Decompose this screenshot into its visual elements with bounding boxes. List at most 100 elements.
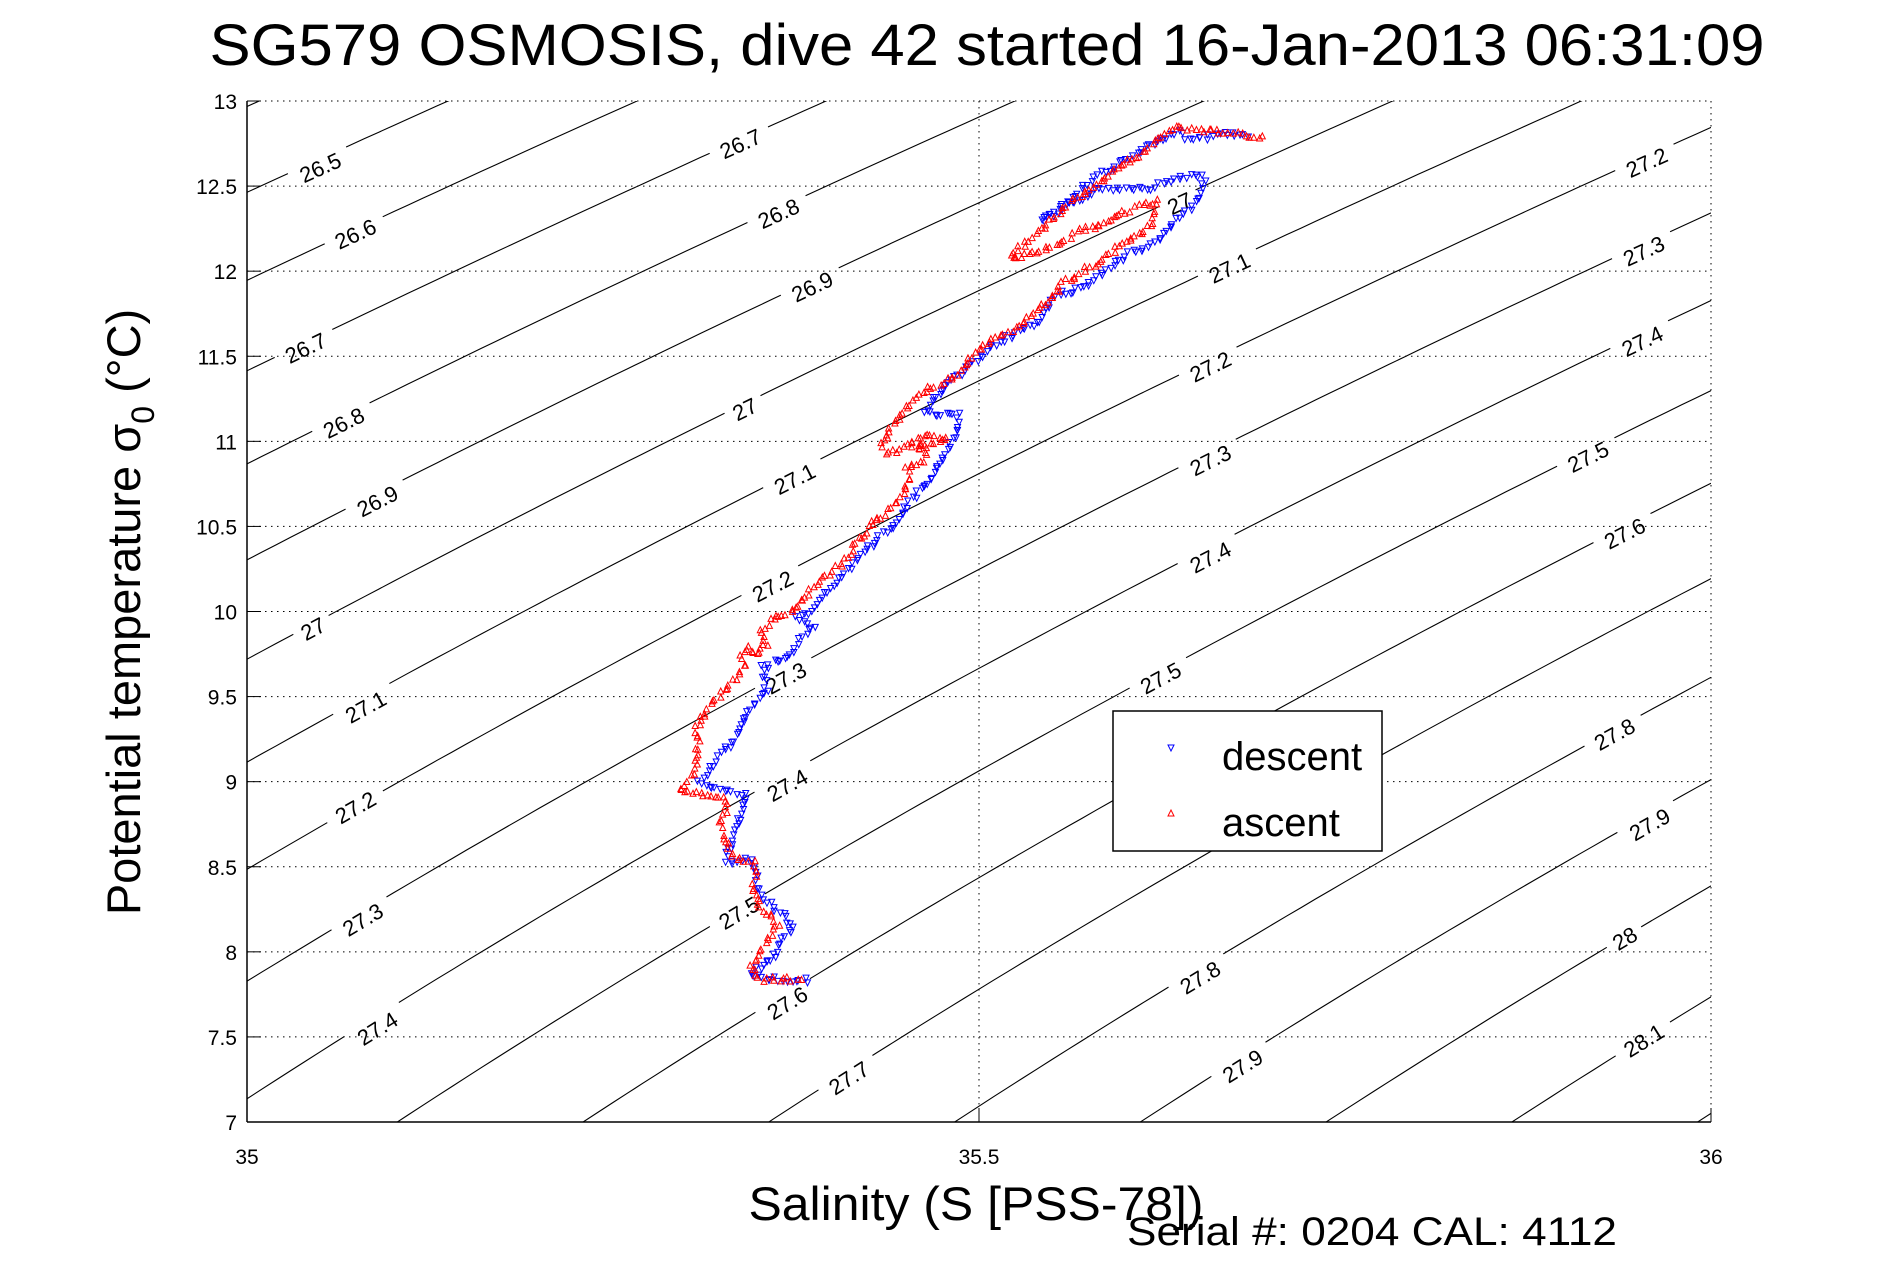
descent-point [1000, 332, 1009, 340]
ascent-point [1148, 213, 1156, 222]
ascent-point [1214, 128, 1223, 137]
descent-point [1045, 211, 1054, 219]
descent-point [1176, 172, 1185, 181]
ascent-point [746, 961, 754, 969]
ascent-point [759, 640, 767, 648]
ascent-point [1148, 219, 1157, 227]
ascent-point [1048, 293, 1057, 301]
ascent-point [1111, 248, 1120, 256]
legend: descent ascent [1112, 710, 1383, 852]
ascent-point [748, 647, 756, 655]
ascent-point [716, 686, 725, 695]
contour-line-27.4 [247, 300, 1711, 1100]
descent-point [1159, 229, 1168, 238]
descent-point [936, 412, 945, 420]
ascent-point [703, 790, 712, 799]
ascent-point [1143, 143, 1152, 152]
ascent-point [1010, 253, 1018, 261]
descent-point [738, 792, 746, 800]
descent-point [1067, 290, 1075, 298]
descent-point [1084, 282, 1093, 291]
ascent-point [1234, 127, 1242, 136]
descent-point [1167, 178, 1175, 187]
descent-point [730, 826, 739, 835]
descent-point [1107, 264, 1115, 273]
descent-point [726, 788, 735, 796]
descent-point [700, 774, 709, 783]
ascent-point [723, 844, 732, 852]
descent-point [936, 460, 944, 469]
descent-point [1113, 184, 1122, 193]
ascent-point [1020, 317, 1028, 326]
ascent-point [1061, 274, 1070, 283]
ascent-point [840, 553, 849, 562]
y-tick-label: 12 [214, 261, 237, 284]
serial-cal-footer: Serial #: 0204 CAL: 4112 [1127, 1210, 1617, 1254]
ascent-point [1197, 124, 1206, 133]
descent-point [1129, 186, 1138, 195]
descent-point [948, 410, 956, 419]
descent-point [983, 348, 992, 356]
ascent-point [1117, 160, 1126, 169]
descent-point [800, 618, 809, 626]
y-axis-label: Potential temperature σ0 (°C) [97, 309, 161, 915]
ascent-point [1009, 327, 1018, 336]
ascent-point [717, 816, 726, 825]
descent-point [1089, 277, 1098, 285]
ascent-point [694, 745, 702, 753]
ascent-point [682, 777, 691, 786]
ascent-point [941, 433, 950, 441]
ascent-point [953, 371, 962, 379]
ascent-point [1041, 220, 1050, 229]
descent-point [782, 912, 790, 921]
ascent-point [896, 415, 904, 423]
descent-point [785, 927, 794, 935]
ascent-point [929, 383, 938, 391]
ascent-point [978, 340, 987, 349]
y-tick-label: 9 [225, 772, 237, 795]
ascent-point [920, 440, 929, 449]
ascent-point [848, 540, 857, 548]
descent-point [1186, 135, 1195, 144]
ascent-point [729, 674, 737, 683]
descent-point [1203, 136, 1212, 145]
contour-line-27.6 [582, 482, 1711, 1122]
descent-point [1176, 175, 1184, 184]
descent-point [1062, 290, 1070, 299]
descent-point [804, 610, 813, 619]
ascent-point [735, 667, 744, 676]
ascent-point [1119, 160, 1128, 168]
descent-point [727, 738, 736, 747]
ascent-point [881, 511, 890, 519]
descent-point [978, 353, 987, 362]
ascent-point [1128, 154, 1136, 163]
descent-point [943, 409, 952, 418]
descent-point [953, 427, 962, 435]
ascent-point [1245, 133, 1253, 141]
ascent-point [1200, 127, 1208, 136]
contour-line-28 [1325, 885, 1711, 1122]
ascent-point [1022, 312, 1031, 321]
svg-text:Potential temperature σ0 (°C): Potential temperature σ0 (°C) [97, 309, 161, 915]
descent-point [1199, 185, 1207, 193]
ascent-point [891, 418, 899, 427]
descent-point [899, 510, 907, 519]
descent-point [1162, 135, 1170, 143]
descent-point [1172, 214, 1180, 223]
ascent-point [1091, 224, 1100, 233]
ascent-point [687, 770, 696, 779]
ascent-point [885, 427, 893, 436]
ascent-point [690, 769, 699, 778]
ascent-point [1070, 274, 1079, 283]
ascent-point [891, 416, 900, 425]
ascent-point [1151, 135, 1160, 144]
descent-point [1008, 335, 1016, 343]
ascent-point [1042, 242, 1050, 251]
ascent-point [1130, 201, 1139, 210]
descent-point [1109, 187, 1118, 195]
ascent-point [1149, 139, 1158, 148]
ascent-point [905, 475, 914, 483]
descent-point [745, 706, 754, 715]
ascent-point [1074, 269, 1083, 278]
ascent-point [1126, 234, 1135, 242]
